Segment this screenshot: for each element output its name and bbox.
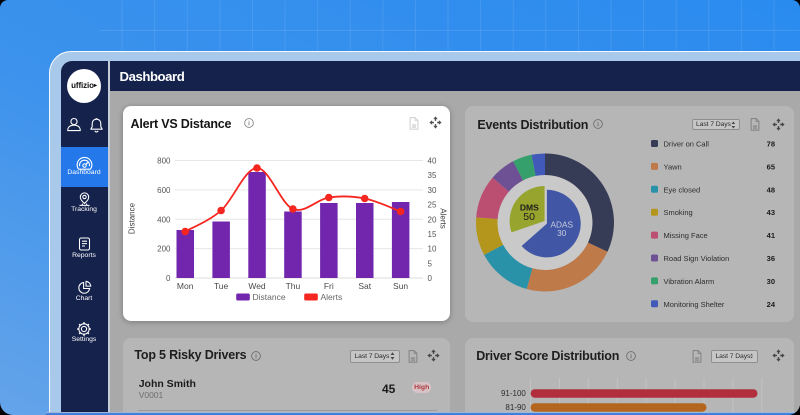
svg-text:Smoking: Smoking	[664, 208, 693, 217]
svg-text:Alerts: Alerts	[320, 292, 342, 302]
svg-text:Alerts: Alerts	[438, 208, 447, 228]
svg-text:50: 50	[523, 211, 535, 223]
svg-text:Driver on Call: Driver on Call	[664, 139, 710, 148]
svg-text:Thu: Thu	[285, 281, 300, 291]
svg-text:24: 24	[767, 299, 776, 308]
svg-text:30: 30	[767, 276, 775, 285]
svg-text:48: 48	[767, 185, 775, 194]
svg-text:25: 25	[427, 200, 436, 209]
svg-text:ADAS: ADAS	[551, 219, 574, 229]
svg-text:Sat: Sat	[358, 281, 371, 291]
svg-text:Mon: Mon	[176, 281, 193, 291]
svg-text:91-100: 91-100	[501, 389, 526, 398]
svg-text:Monitoring Shelter: Monitoring Shelter	[664, 299, 725, 308]
svg-text:30: 30	[557, 228, 567, 238]
svg-text:36: 36	[767, 254, 775, 263]
svg-text:400: 400	[157, 215, 171, 224]
svg-text:Sun: Sun	[393, 281, 408, 291]
svg-text:15: 15	[427, 230, 436, 239]
svg-text:65: 65	[767, 162, 775, 171]
svg-text:Wed: Wed	[248, 281, 266, 291]
svg-text:0: 0	[427, 274, 432, 283]
svg-text:Eye closed: Eye closed	[664, 185, 701, 194]
svg-text:Tue: Tue	[213, 281, 228, 291]
svg-text:0: 0	[166, 274, 171, 283]
svg-text:Missing Face: Missing Face	[664, 231, 708, 240]
svg-text:78: 78	[767, 139, 775, 148]
svg-text:Vibration Alarm: Vibration Alarm	[664, 276, 715, 285]
svg-text:40: 40	[427, 156, 436, 165]
svg-text:30: 30	[427, 185, 436, 194]
svg-text:200: 200	[157, 244, 171, 253]
svg-text:81-90: 81-90	[505, 403, 526, 412]
svg-text:600: 600	[157, 185, 171, 194]
svg-text:Distance: Distance	[252, 292, 285, 302]
svg-text:Yawn: Yawn	[664, 162, 682, 171]
svg-text:20: 20	[427, 215, 436, 224]
svg-text:Distance: Distance	[127, 202, 136, 234]
svg-text:5: 5	[427, 259, 432, 268]
svg-text:35: 35	[427, 171, 436, 180]
svg-text:Fri: Fri	[323, 281, 333, 291]
svg-text:800: 800	[157, 156, 171, 165]
svg-text:41: 41	[767, 231, 775, 240]
svg-text:43: 43	[767, 208, 775, 217]
svg-text:Road Sign Violation: Road Sign Violation	[664, 254, 730, 263]
svg-text:10: 10	[427, 244, 436, 253]
svg-text:DMS: DMS	[520, 202, 539, 212]
